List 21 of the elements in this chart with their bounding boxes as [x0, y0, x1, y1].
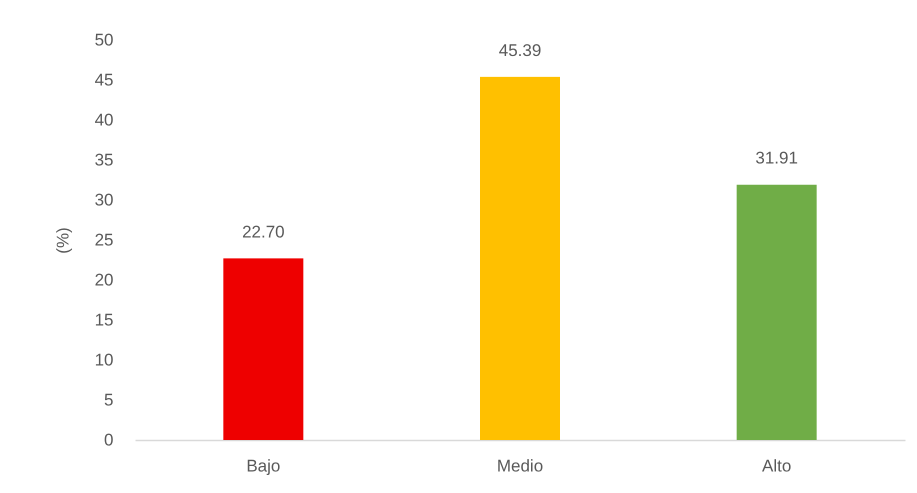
data-label: 22.70	[242, 222, 285, 242]
y-tick-label: 10	[94, 350, 114, 370]
y-axis-title: (%)	[54, 227, 73, 254]
x-tick-label: Medio	[496, 456, 544, 476]
x-tick-label: Bajo	[246, 456, 280, 476]
bar	[480, 76, 560, 440]
y-tick-label: 30	[94, 190, 114, 210]
data-label: 45.39	[498, 40, 542, 60]
bar	[223, 258, 304, 440]
y-tick-label: 0	[104, 430, 114, 450]
y-tick-label: 20	[94, 270, 114, 290]
y-tick-label: 45	[94, 70, 114, 90]
y-tick-label: 35	[94, 150, 114, 170]
y-tick-label: 50	[94, 30, 114, 50]
y-tick-label: 15	[94, 310, 114, 330]
y-tick-label: 25	[94, 230, 114, 250]
data-label: 31.91	[755, 148, 798, 168]
bar	[736, 184, 817, 440]
y-tick-label: 5	[104, 390, 114, 410]
y-tick-label: 40	[94, 110, 114, 130]
x-tick-label: Alto	[762, 456, 792, 476]
